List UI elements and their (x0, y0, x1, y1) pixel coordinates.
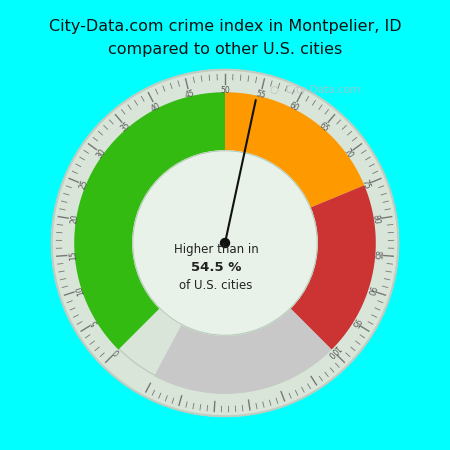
Text: 15: 15 (68, 250, 78, 260)
Text: ○  City-Data.com: ○ City-Data.com (270, 85, 360, 95)
Text: 0: 0 (112, 346, 122, 356)
Text: Higher than in: Higher than in (174, 243, 258, 256)
Text: 10: 10 (74, 284, 86, 296)
Polygon shape (74, 92, 225, 350)
Circle shape (133, 151, 317, 335)
Text: 35: 35 (119, 121, 133, 134)
Text: 50: 50 (220, 86, 230, 95)
Polygon shape (225, 92, 364, 208)
Text: 75: 75 (360, 178, 372, 191)
Text: 70: 70 (342, 147, 355, 160)
Polygon shape (290, 185, 376, 350)
Text: 90: 90 (364, 284, 376, 296)
Text: 40: 40 (149, 101, 162, 113)
Text: compared to other U.S. cities: compared to other U.S. cities (108, 42, 342, 57)
Text: 100: 100 (324, 342, 341, 359)
Text: of U.S. cities: of U.S. cities (179, 279, 253, 292)
Text: 95: 95 (349, 316, 361, 329)
Text: 25: 25 (78, 179, 90, 191)
Polygon shape (154, 308, 332, 394)
Text: 65: 65 (317, 121, 331, 134)
Text: City-Data.com crime index in Montpelier, ID: City-Data.com crime index in Montpelier,… (49, 19, 401, 35)
Text: 60: 60 (288, 101, 301, 113)
Text: 55: 55 (255, 89, 266, 100)
Circle shape (52, 70, 398, 416)
Text: 20: 20 (69, 214, 80, 225)
Text: 54.5 %: 54.5 % (191, 261, 241, 274)
Text: 45: 45 (184, 89, 195, 100)
Text: 80: 80 (370, 214, 381, 225)
Text: 30: 30 (95, 147, 108, 160)
Text: 5: 5 (90, 318, 100, 327)
Circle shape (220, 238, 230, 248)
Text: 85: 85 (372, 250, 382, 260)
